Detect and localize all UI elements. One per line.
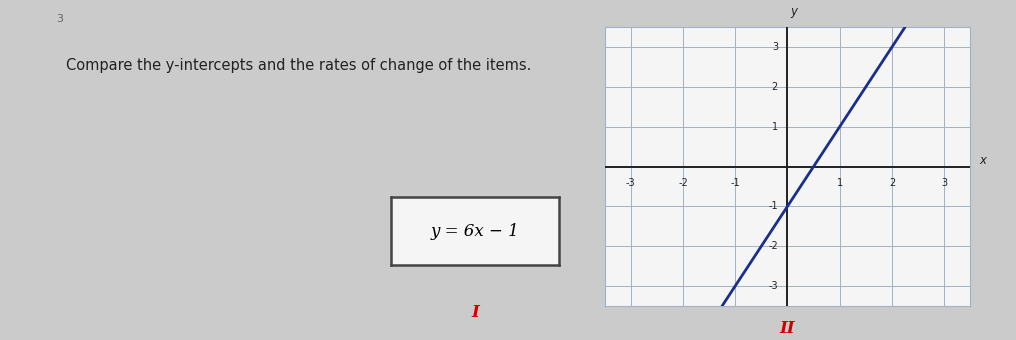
Text: 1: 1 bbox=[772, 122, 778, 132]
Text: -3: -3 bbox=[768, 281, 778, 291]
Text: y: y bbox=[790, 5, 798, 18]
Text: Compare the y-intercepts and the rates of change of the items.: Compare the y-intercepts and the rates o… bbox=[66, 58, 531, 73]
Text: 3: 3 bbox=[941, 178, 947, 188]
Text: -2: -2 bbox=[678, 178, 688, 188]
Text: 2: 2 bbox=[772, 82, 778, 92]
Text: 3: 3 bbox=[772, 42, 778, 52]
Text: 2: 2 bbox=[889, 178, 895, 188]
Text: II: II bbox=[779, 320, 796, 337]
Text: -1: -1 bbox=[731, 178, 740, 188]
Text: I: I bbox=[471, 304, 479, 321]
Text: y = 6x − 1: y = 6x − 1 bbox=[431, 223, 519, 240]
Text: 3: 3 bbox=[56, 14, 63, 23]
Text: -1: -1 bbox=[768, 201, 778, 211]
Text: -2: -2 bbox=[768, 241, 778, 251]
Text: -3: -3 bbox=[626, 178, 635, 188]
Text: x: x bbox=[979, 154, 987, 167]
Text: 1: 1 bbox=[836, 178, 842, 188]
